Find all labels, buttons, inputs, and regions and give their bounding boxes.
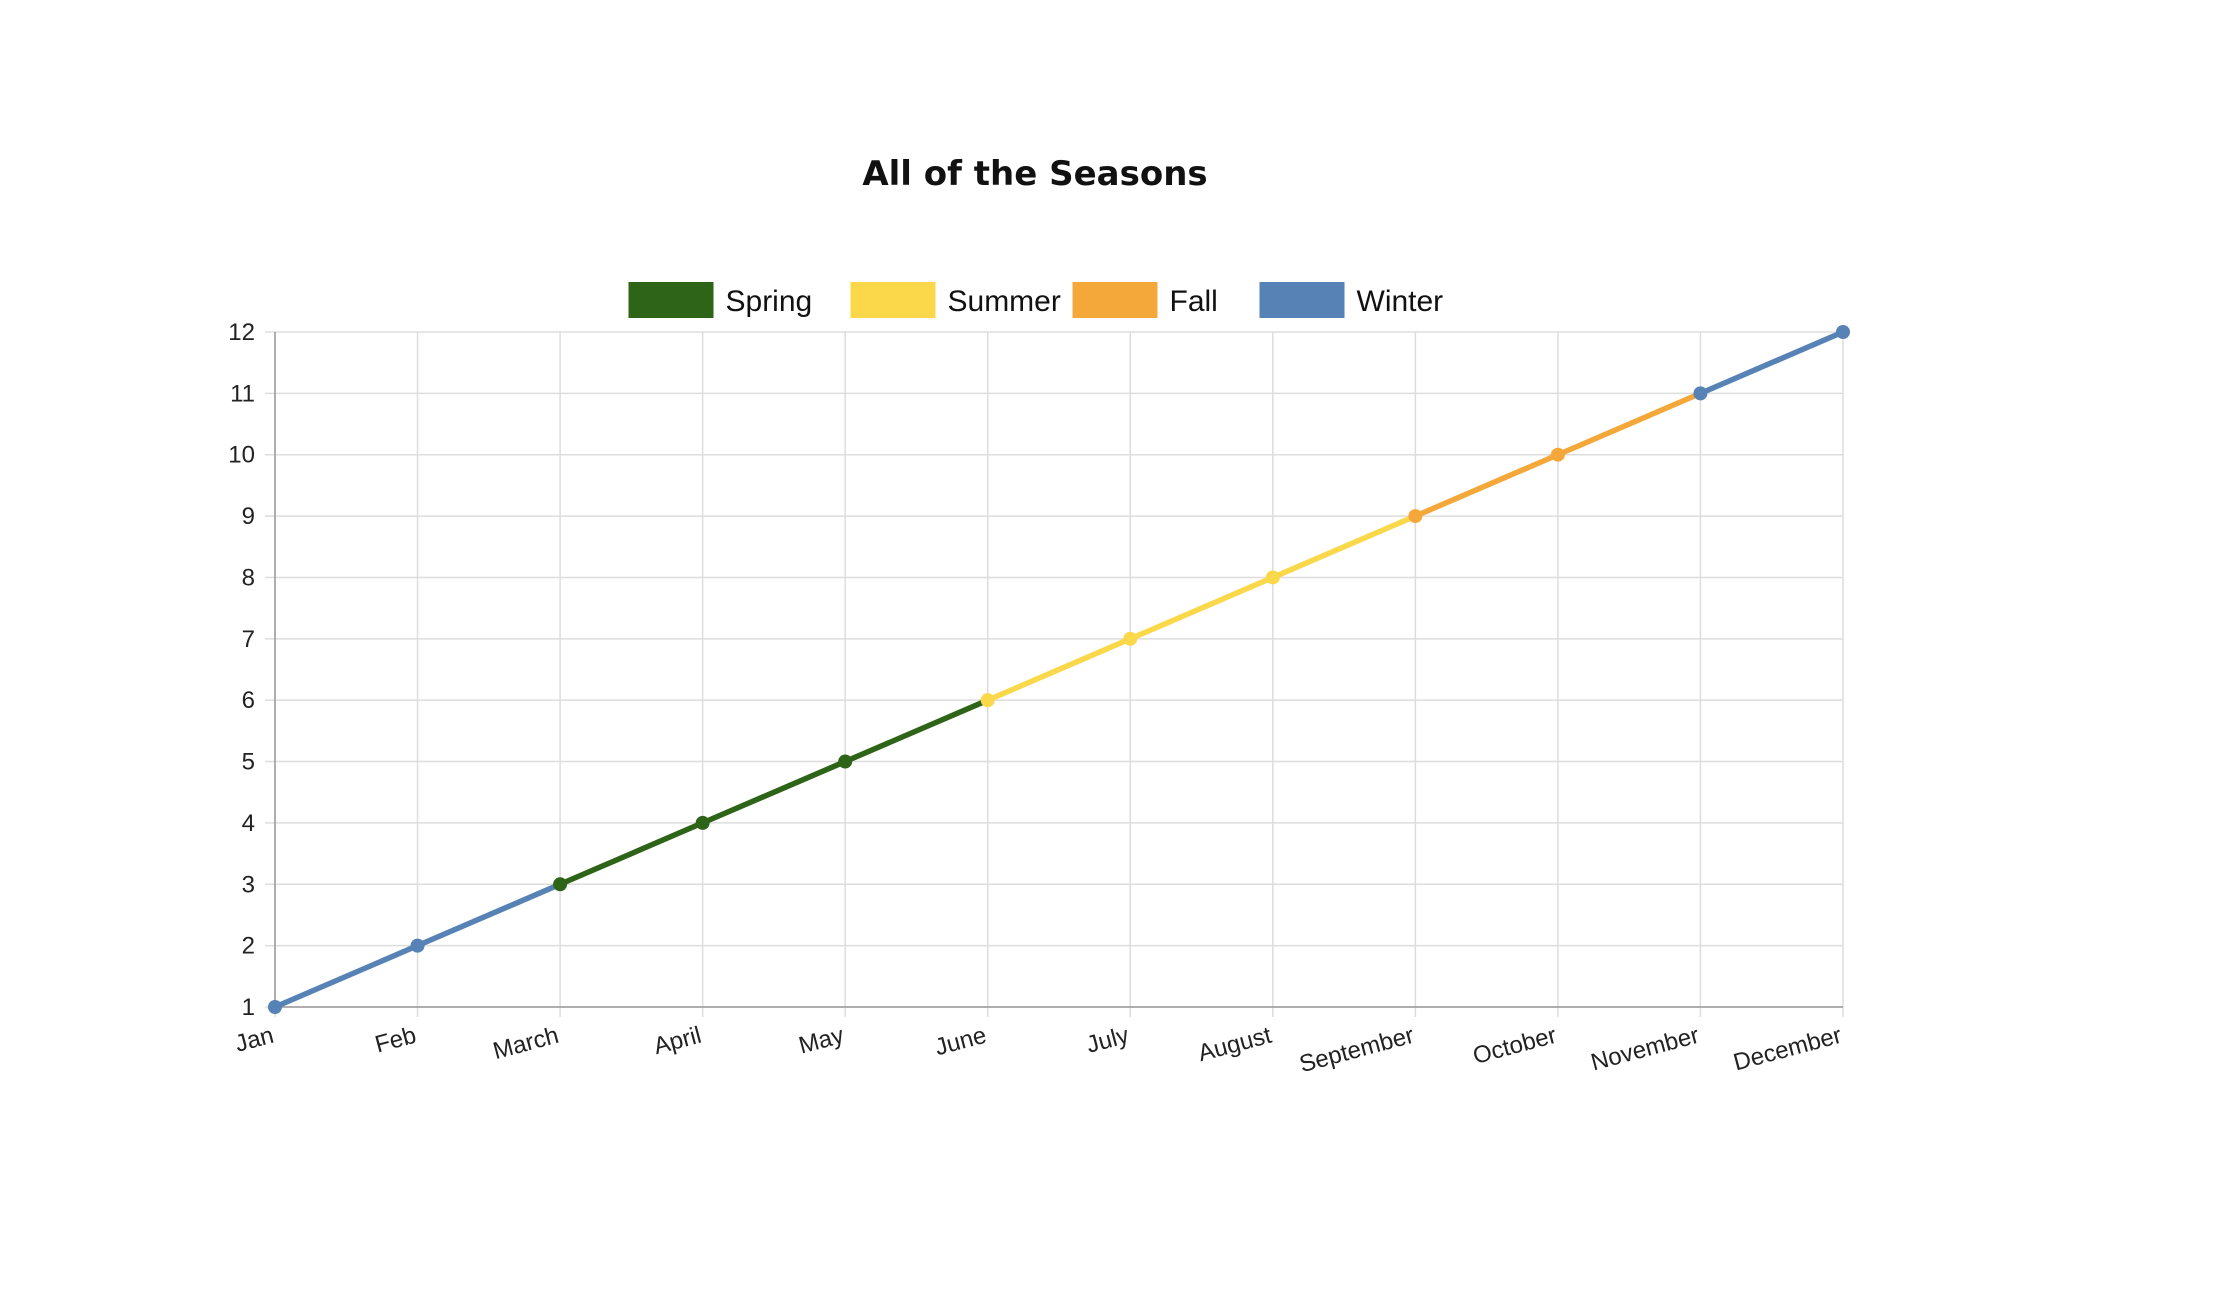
legend-swatch — [850, 282, 936, 318]
data-points — [268, 325, 1850, 1014]
y-tick-label: 1 — [242, 994, 255, 1021]
x-tick-label: Feb — [372, 1022, 419, 1059]
legend-item-fall: Fall — [1072, 282, 1218, 318]
data-point — [1550, 447, 1565, 462]
series-line-summer — [984, 513, 1419, 703]
x-tick-label: April — [651, 1022, 704, 1061]
data-point — [1693, 386, 1708, 401]
data-point — [695, 815, 710, 830]
x-tick-labels: Jan Feb March April May June July August Septemb… — [232, 1022, 1844, 1079]
y-tick-label: 9 — [242, 503, 255, 530]
legend-item-winter: Winter — [1259, 282, 1444, 318]
x-tick-label: November — [1588, 1022, 1702, 1077]
data-point — [1836, 325, 1850, 339]
legend-label: Fall — [1170, 285, 1218, 318]
legend-item-summer: Summer — [850, 282, 1061, 318]
legend-swatch — [1072, 282, 1158, 318]
data-point — [980, 693, 995, 708]
y-tick-label: 11 — [230, 380, 255, 407]
y-tick-label: 10 — [228, 442, 255, 469]
y-tick-label: 6 — [242, 687, 255, 714]
legend-label: Summer — [948, 285, 1061, 318]
legend-swatch — [628, 282, 714, 318]
data-point — [553, 877, 568, 892]
data-point — [838, 754, 853, 769]
x-tick-label: July — [1084, 1022, 1132, 1059]
y-tick-label: 5 — [242, 749, 255, 776]
data-point — [268, 1000, 282, 1014]
legend: Spring Summer Fall Winter — [628, 282, 1444, 318]
series-line-winter — [1697, 329, 1846, 397]
axes — [274, 332, 1843, 1008]
x-tick-label: June — [932, 1022, 989, 1062]
x-tick-label: August — [1195, 1022, 1274, 1068]
series-lines — [272, 329, 1846, 1010]
y-tick-label: 4 — [242, 810, 255, 837]
data-point — [1123, 631, 1138, 646]
legend-item-spring: Spring — [628, 282, 813, 318]
x-tick-label: May — [796, 1022, 847, 1060]
x-tick-label: October — [1470, 1022, 1559, 1070]
legend-swatch — [1259, 282, 1345, 318]
legend-label: Spring — [726, 285, 813, 318]
y-tick-label: 8 — [242, 564, 255, 591]
x-tick-label: December — [1731, 1022, 1845, 1077]
y-tick-label: 2 — [242, 933, 255, 960]
data-point — [1408, 509, 1423, 524]
chart-title: All of the Seasons — [862, 154, 1207, 194]
data-point — [1265, 570, 1280, 585]
x-tick-label: September — [1297, 1022, 1417, 1078]
x-tick-label: Jan — [232, 1022, 276, 1058]
y-tick-label: 7 — [242, 626, 255, 653]
data-point — [410, 938, 425, 953]
y-tick-label: 12 — [228, 319, 255, 346]
y-tick-label: 3 — [242, 871, 255, 898]
x-tick-label: March — [490, 1022, 561, 1065]
legend-label: Winter — [1357, 285, 1444, 318]
series-line-spring — [557, 697, 991, 888]
